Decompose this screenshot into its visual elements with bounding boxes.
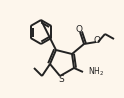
Text: S: S: [58, 75, 64, 84]
Text: O: O: [76, 24, 82, 34]
Text: NH$_2$: NH$_2$: [88, 66, 104, 78]
Text: O: O: [93, 35, 100, 44]
